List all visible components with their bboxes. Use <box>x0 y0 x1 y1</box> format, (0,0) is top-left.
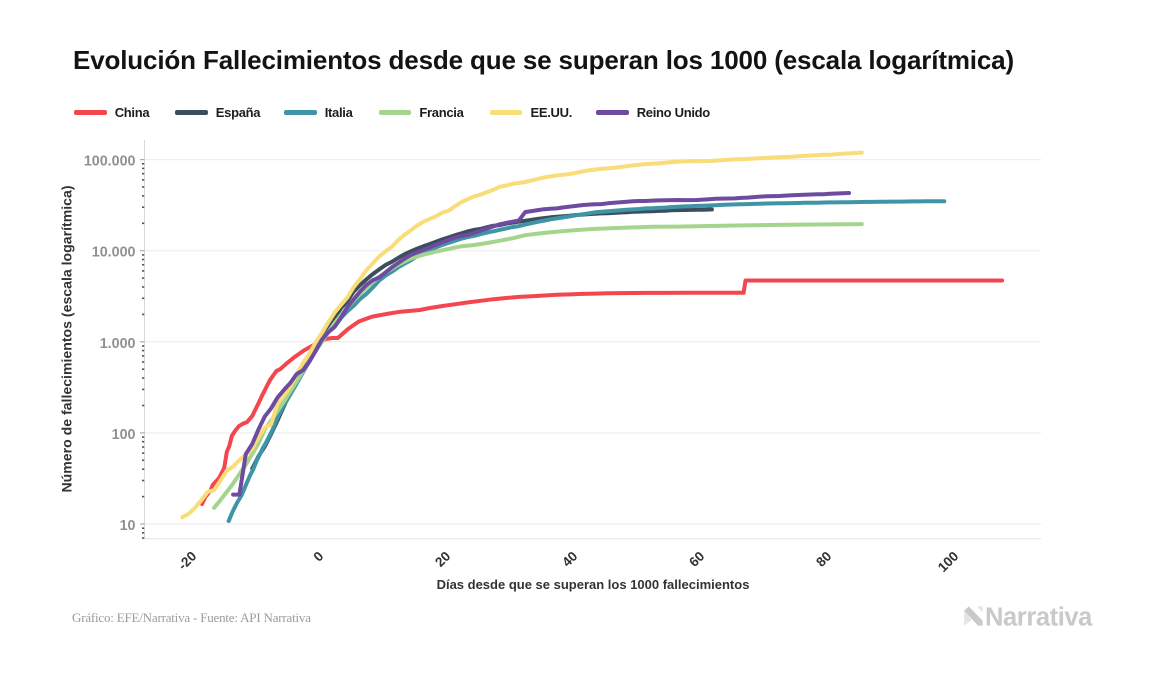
svg-text:10: 10 <box>120 518 136 534</box>
svg-text:-20: -20 <box>175 549 199 573</box>
svg-text:Narrativa: Narrativa <box>985 604 1093 632</box>
svg-text:20: 20 <box>432 549 453 570</box>
svg-text:80: 80 <box>813 549 834 570</box>
svg-text:100: 100 <box>112 427 136 443</box>
svg-text:1.000: 1.000 <box>100 336 136 352</box>
svg-text:60: 60 <box>686 549 707 570</box>
svg-text:10.000: 10.000 <box>92 245 136 261</box>
svg-text:40: 40 <box>559 549 580 570</box>
svg-text:0: 0 <box>311 549 327 565</box>
svg-text:Días desde que se superan los: Días desde que se superan los 1000 falle… <box>437 577 750 592</box>
svg-text:100.000: 100.000 <box>84 154 136 170</box>
svg-text:Número de fallecimientos (esca: Número de fallecimientos (escala logarít… <box>59 185 75 492</box>
svg-text:100: 100 <box>935 549 962 576</box>
